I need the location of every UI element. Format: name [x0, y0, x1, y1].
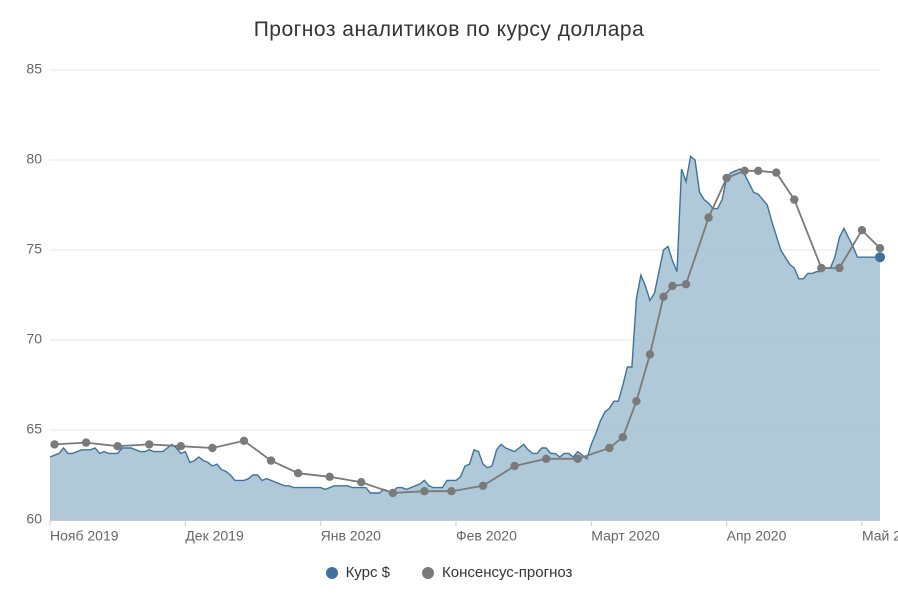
- consensus-point[interactable]: [835, 264, 843, 272]
- consensus-point[interactable]: [772, 168, 780, 176]
- consensus-point[interactable]: [50, 440, 58, 448]
- consensus-point[interactable]: [208, 444, 216, 452]
- consensus-point[interactable]: [858, 226, 866, 234]
- consensus-point[interactable]: [754, 167, 762, 175]
- consensus-point[interactable]: [619, 433, 627, 441]
- consensus-point[interactable]: [704, 213, 712, 221]
- chart-title: Прогноз аналитиков по курсу доллара: [0, 0, 898, 42]
- svg-text:60: 60: [26, 511, 42, 527]
- consensus-point[interactable]: [325, 473, 333, 481]
- consensus-point[interactable]: [240, 437, 248, 445]
- consensus-point[interactable]: [294, 469, 302, 477]
- legend-label-consensus: Консенсус-прогноз: [442, 564, 572, 581]
- svg-text:Дек 2019: Дек 2019: [185, 527, 244, 543]
- consensus-point[interactable]: [113, 442, 121, 450]
- consensus-point[interactable]: [542, 455, 550, 463]
- legend-swatch-rate: [326, 567, 338, 579]
- consensus-point[interactable]: [740, 167, 748, 175]
- plot-area: 606570758085Нояб 2019Дек 2019Янв 2020Фев…: [50, 70, 880, 520]
- consensus-point[interactable]: [876, 244, 884, 252]
- consensus-point[interactable]: [447, 487, 455, 495]
- consensus-point[interactable]: [389, 489, 397, 497]
- consensus-point[interactable]: [817, 264, 825, 272]
- svg-text:Фев 2020: Фев 2020: [456, 527, 517, 543]
- rate-last-point[interactable]: [875, 252, 885, 262]
- chart-legend: Курс $ Консенсус-прогноз: [0, 564, 898, 581]
- svg-text:Нояб 2019: Нояб 2019: [50, 527, 119, 543]
- legend-item-rate[interactable]: Курс $: [326, 564, 390, 581]
- legend-label-rate: Курс $: [346, 564, 390, 581]
- consensus-point[interactable]: [420, 487, 428, 495]
- consensus-point[interactable]: [646, 350, 654, 358]
- chart-svg: 606570758085Нояб 2019Дек 2019Янв 2020Фев…: [50, 70, 880, 520]
- consensus-point[interactable]: [722, 174, 730, 182]
- consensus-point[interactable]: [357, 478, 365, 486]
- consensus-point[interactable]: [479, 482, 487, 490]
- svg-text:Март 2020: Март 2020: [591, 527, 660, 543]
- svg-text:85: 85: [26, 61, 42, 77]
- consensus-point[interactable]: [510, 462, 518, 470]
- consensus-point[interactable]: [605, 444, 613, 452]
- svg-text:Май 2…: Май 2…: [862, 527, 898, 543]
- consensus-point[interactable]: [668, 282, 676, 290]
- consensus-point[interactable]: [82, 438, 90, 446]
- svg-text:Апр 2020: Апр 2020: [727, 527, 787, 543]
- consensus-point[interactable]: [790, 195, 798, 203]
- consensus-point[interactable]: [682, 280, 690, 288]
- consensus-point[interactable]: [659, 293, 667, 301]
- consensus-point[interactable]: [574, 455, 582, 463]
- svg-text:70: 70: [26, 331, 42, 347]
- consensus-point[interactable]: [267, 456, 275, 464]
- svg-text:75: 75: [26, 241, 42, 257]
- consensus-point[interactable]: [632, 397, 640, 405]
- dollar-forecast-chart: Прогноз аналитиков по курсу доллара 6065…: [0, 0, 898, 595]
- consensus-point[interactable]: [177, 442, 185, 450]
- svg-text:80: 80: [26, 151, 42, 167]
- legend-swatch-consensus: [422, 567, 434, 579]
- svg-text:65: 65: [26, 421, 42, 437]
- legend-item-consensus[interactable]: Консенсус-прогноз: [422, 564, 572, 581]
- consensus-point[interactable]: [145, 440, 153, 448]
- svg-text:Янв 2020: Янв 2020: [321, 527, 382, 543]
